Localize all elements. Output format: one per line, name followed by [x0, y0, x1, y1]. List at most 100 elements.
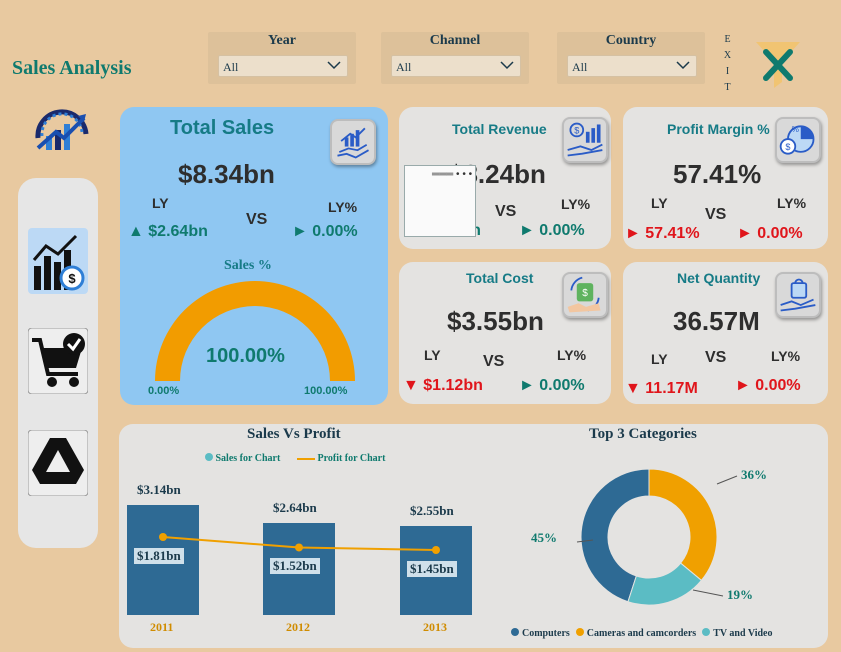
google-drive-icon[interactable]	[28, 430, 88, 496]
donut-slice	[580, 468, 650, 603]
net-quantity-lyp-label: LY%	[771, 348, 801, 364]
percent-pie-icon: $ %	[775, 117, 821, 163]
total-sales-value: $8.34bn	[178, 159, 275, 189]
page-title: Sales Analysis	[12, 57, 132, 79]
donut-data-label: 45%	[531, 530, 557, 545]
legend-profit-label: Profit for Chart	[317, 453, 386, 464]
donut-leader-line	[716, 475, 738, 485]
shopping-cart-icon[interactable]	[28, 328, 88, 394]
filter-year: Year All	[208, 32, 356, 84]
profit-margin-title: Profit Margin %	[667, 121, 770, 137]
total-cost-card: Total Cost $ $3.55bn LY VS LY% ▼ $1.12bn…	[399, 262, 611, 404]
chevron-down-icon	[500, 61, 514, 70]
speedometer-chart-icon	[35, 109, 89, 150]
gauge-value: 100.00%	[206, 345, 285, 367]
more-options-icon[interactable]: ═══ • • •	[432, 169, 473, 180]
svg-text:$: $	[68, 271, 76, 286]
legend-dot	[511, 628, 519, 636]
profit-margin-lyp-label: LY%	[777, 195, 807, 211]
donut-data-label: 36%	[741, 467, 767, 482]
donut-legend-item: Computers	[511, 628, 570, 639]
gauge-min-label: 0.00%	[148, 385, 180, 397]
donut-chart-title: Top 3 Categories	[589, 426, 697, 442]
net-quantity-ly-label: LY	[651, 351, 668, 367]
sales-data-label: $3.14bn	[135, 482, 183, 498]
net-quantity-ly-value: ▼ 11.17M	[625, 380, 698, 397]
year-select-value: All	[223, 60, 239, 74]
svg-text:$: $	[785, 142, 790, 152]
profit-margin-ly-label: LY	[651, 195, 668, 211]
donut-legend-label: Cameras and camcorders	[586, 628, 697, 639]
total-revenue-title: Total Revenue	[452, 121, 547, 137]
year-select[interactable]: All	[218, 55, 348, 77]
total-cost-vs-label: VS	[483, 353, 505, 370]
net-quantity-vs-label: VS	[705, 349, 727, 366]
x-tick-label: 2013	[423, 620, 447, 634]
chevron-down-icon	[327, 61, 341, 70]
profit-line	[159, 533, 440, 554]
donut-slice	[648, 468, 718, 582]
donut-chart: 45% 36% 19%	[531, 467, 767, 606]
total-sales-ly-label: LY	[152, 195, 169, 211]
total-cost-ly-label: LY	[424, 347, 441, 363]
legend-dot	[575, 628, 584, 636]
nav-sidebar: $	[18, 178, 98, 548]
channel-select[interactable]: All	[391, 55, 521, 77]
net-quantity-value: 36.57M	[673, 306, 760, 336]
svg-text:$: $	[582, 288, 588, 299]
money-cycle-icon: $	[562, 272, 608, 318]
filter-channel: Channel All	[381, 32, 529, 84]
total-cost-lyp-label: LY%	[557, 347, 587, 363]
gauge-arc	[155, 281, 355, 381]
total-cost-lyp-value: ► 0.00%	[519, 377, 585, 394]
channel-select-value: All	[396, 60, 412, 74]
profit-data-label: $1.45bn	[407, 561, 457, 577]
total-sales-vs-label: VS	[246, 211, 268, 228]
bar-chart-title: Sales Vs Profit	[247, 426, 341, 442]
sales-data-label: $2.64bn	[271, 499, 319, 516]
exit-label[interactable]: E X I T	[722, 32, 734, 96]
legend-profit: Profit for Chart	[297, 453, 385, 464]
total-cost-title: Total Cost	[466, 270, 534, 286]
exit-letter: T	[724, 82, 732, 93]
donut-legend-item: Cameras and camcorders	[575, 628, 697, 639]
donut-leader-line	[576, 539, 594, 543]
legend-dot	[702, 628, 711, 636]
exit-letter: X	[723, 50, 733, 61]
total-cost-ly-value: ▼ $1.12bn	[403, 377, 483, 394]
profit-margin-value: 57.41%	[673, 159, 762, 189]
x-tick-label: 2011	[150, 620, 174, 634]
donut-leader-line	[692, 589, 724, 597]
total-revenue-lyp-value: ► 0.00%	[519, 222, 585, 239]
filter-country: Country All	[557, 32, 705, 84]
donut-slice	[627, 562, 703, 606]
donut-legend: Computers Cameras and camcorders TV and Vi…	[511, 628, 779, 639]
profit-point	[432, 546, 440, 554]
filter-channel-label: Channel	[429, 33, 481, 48]
gauge-max-label: 100.00%	[304, 385, 348, 397]
total-revenue-vs-label: VS	[495, 203, 517, 220]
donut-data-label: 19%	[727, 587, 753, 602]
profit-point	[159, 533, 167, 541]
profit-data-label: $1.52bn	[270, 558, 320, 575]
exit-letter: E	[724, 34, 732, 45]
profit-margin-card: Profit Margin % $ % 57.41% LY VS LY% ► 5…	[623, 107, 828, 249]
donut-legend-label: Computers	[522, 628, 570, 639]
net-quantity-lyp-value: ► 0.00%	[735, 377, 801, 394]
profit-point	[295, 543, 303, 552]
svg-text:%: %	[792, 125, 799, 134]
svg-text:$: $	[574, 126, 579, 136]
profit-margin-vs-label: VS	[705, 206, 727, 223]
country-select[interactable]: All	[567, 55, 697, 77]
visual-header-tooltip[interactable]	[404, 165, 476, 237]
filter-country-label: Country	[605, 33, 657, 48]
total-cost-value: $3.55bn	[447, 306, 544, 336]
exit-button[interactable]	[752, 38, 804, 92]
hand-bag-icon	[775, 272, 821, 318]
profit-data-label: $1.81bn	[134, 548, 184, 564]
sales-data-label: $2.55bn	[408, 502, 456, 519]
sales-chart-icon[interactable]: $	[28, 228, 88, 294]
charts-card: Sales Vs Profit Sales for Chart Profit f…	[119, 424, 828, 648]
profit-margin-lyp-value: ► 0.00%	[737, 225, 803, 242]
filter-year-label: Year	[268, 33, 296, 48]
